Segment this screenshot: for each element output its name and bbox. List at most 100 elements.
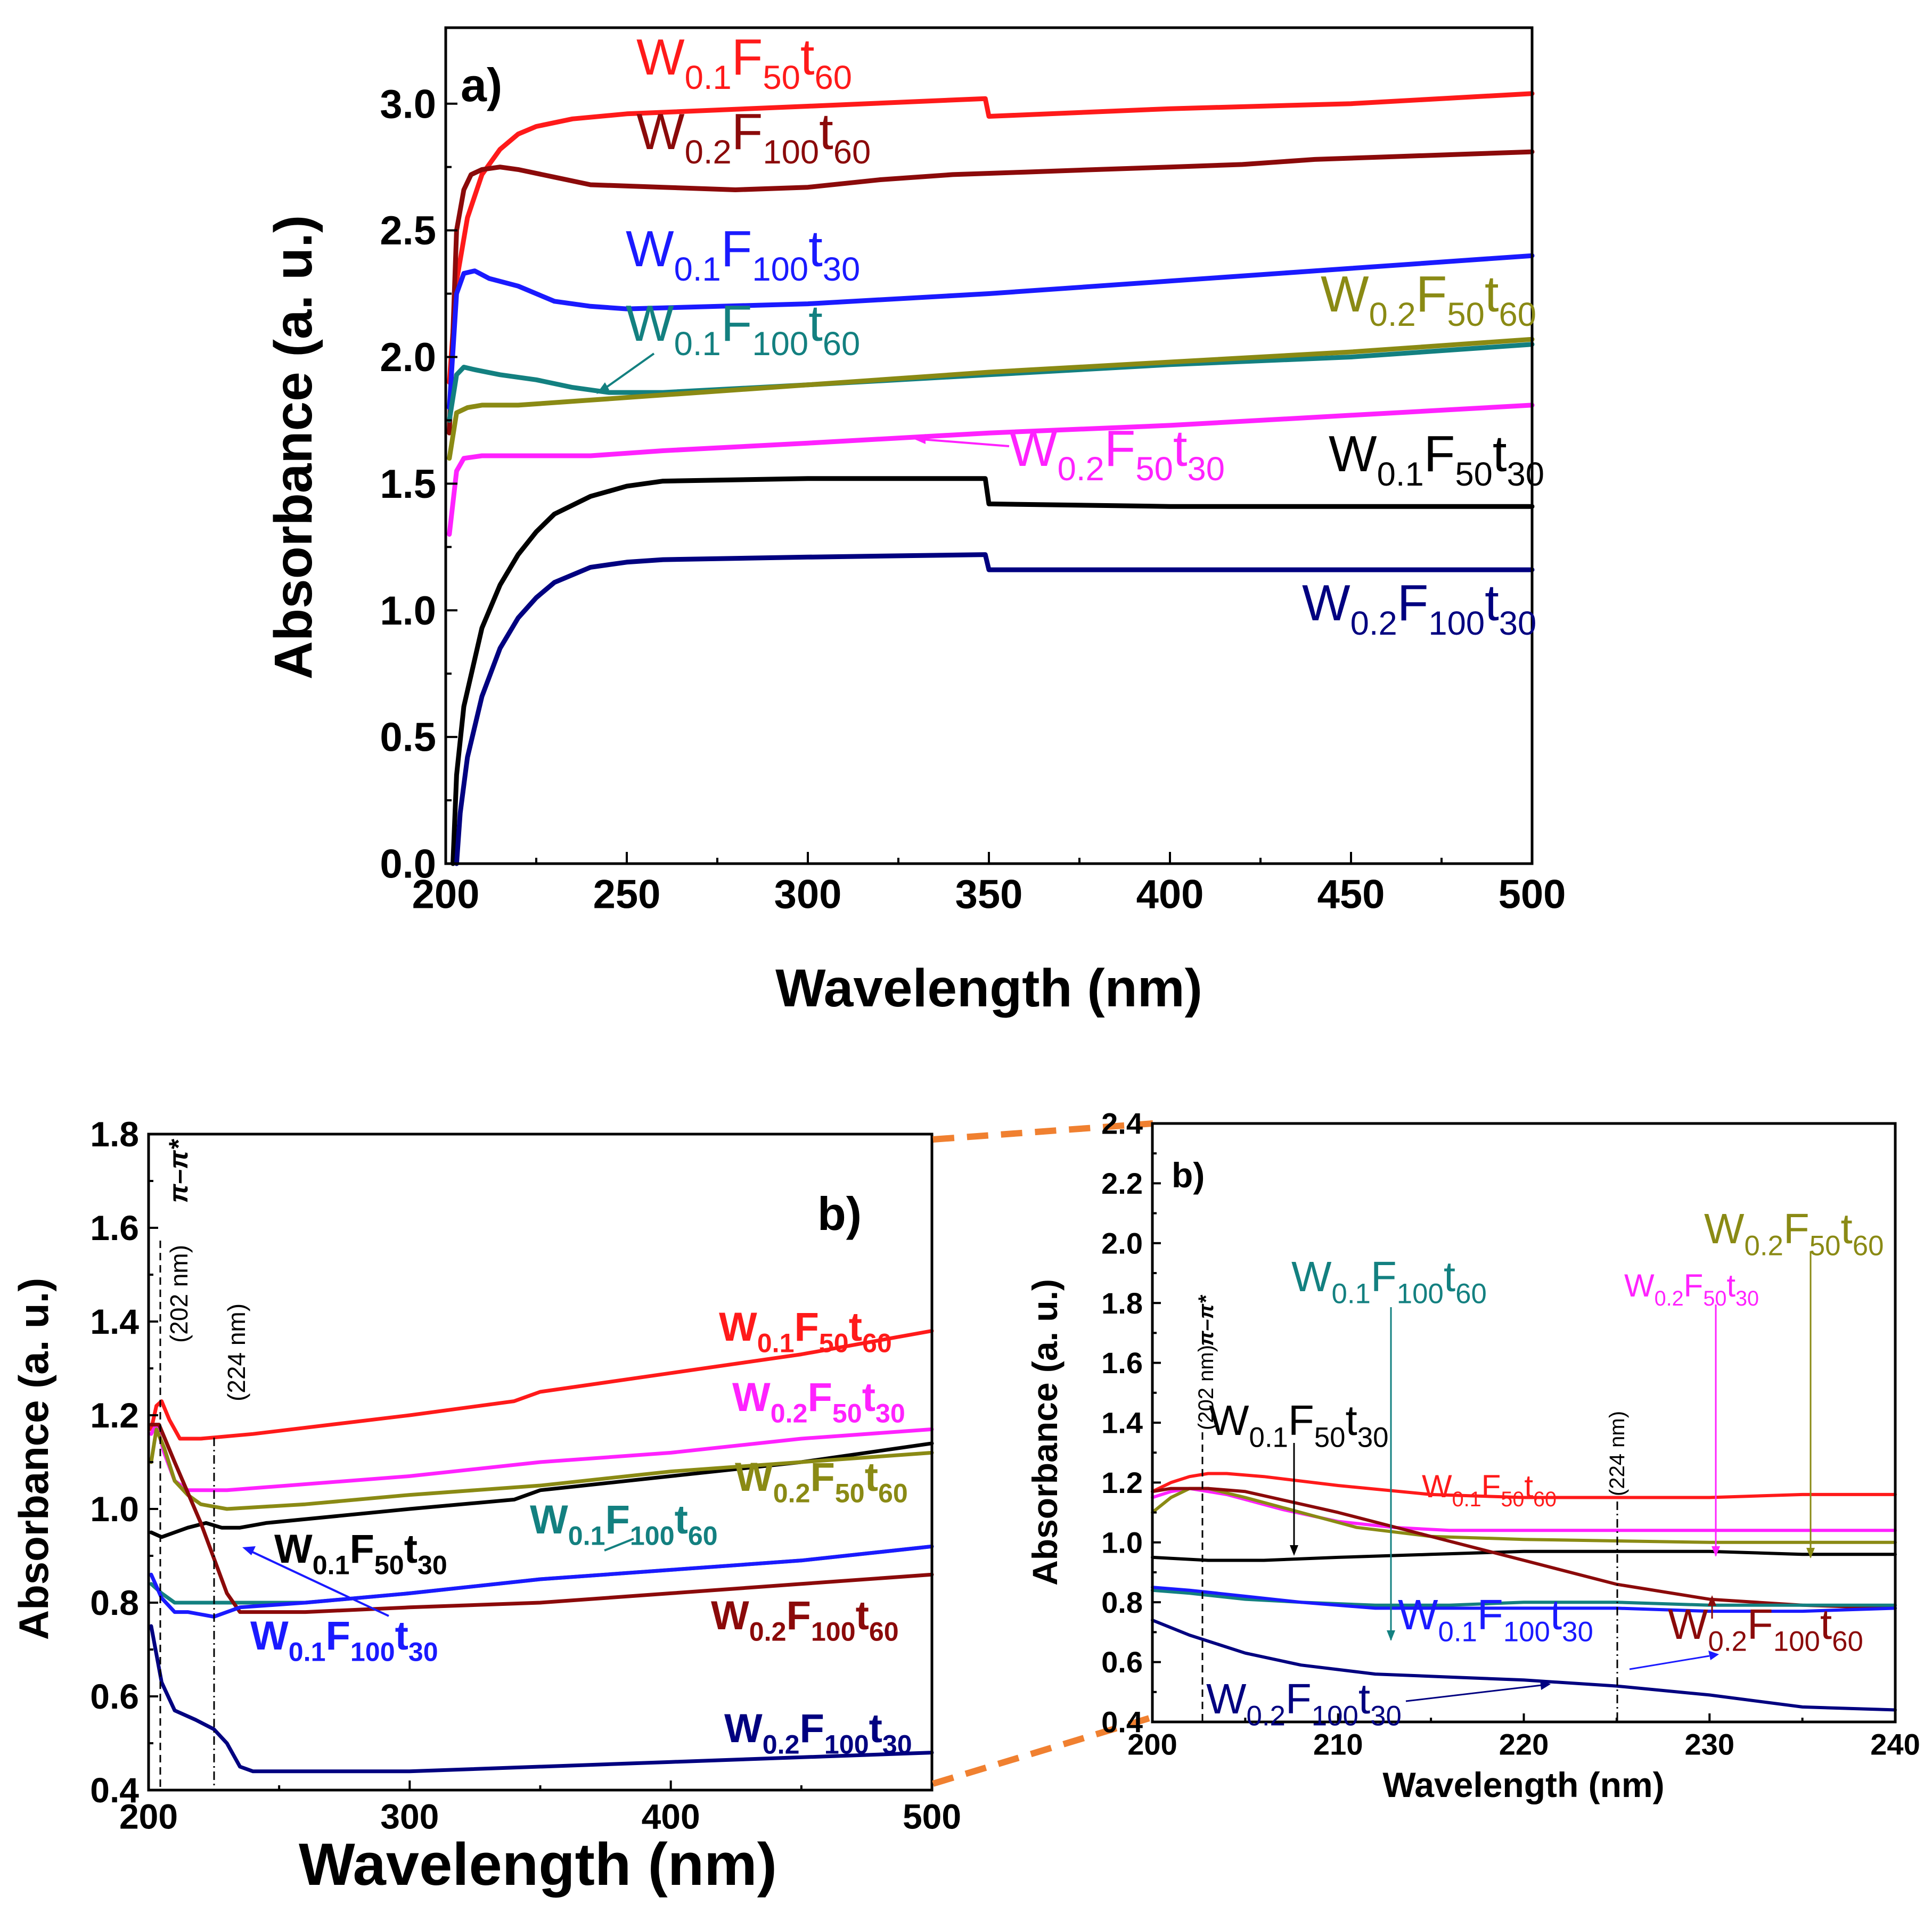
label-part: W	[1321, 266, 1369, 323]
panel-b-left-ylabel: Absorbance (a. u.)	[10, 1278, 57, 1640]
nm224-zoom-label: (224 nm)	[1606, 1411, 1629, 1496]
b2-maroon-pointer-head	[1708, 1595, 1716, 1606]
label-part: 0.1	[289, 1637, 326, 1667]
a-ytick-label: 1.5	[380, 462, 436, 507]
label-part: 50	[374, 1550, 404, 1580]
a-ytick-label: 3.0	[380, 81, 436, 127]
label-part: t	[675, 1497, 688, 1542]
b1-xtick-label: 200	[119, 1797, 178, 1836]
label-part: 0.1	[757, 1328, 795, 1358]
label-part: 60	[833, 134, 871, 171]
panel-a-curves	[447, 91, 1535, 866]
label-part: 100	[1773, 1626, 1820, 1657]
label-part: F	[799, 1706, 824, 1751]
label-part: t	[1358, 1675, 1370, 1722]
label-w02f100t30-b1-labels: W0.2F100t30	[724, 1706, 912, 1759]
label-part: 0.1	[1332, 1278, 1371, 1309]
label-part: W	[719, 1304, 757, 1350]
label-part: 50	[1501, 1488, 1524, 1511]
label-part: 50	[832, 1398, 862, 1428]
label-part: 0.1	[1377, 456, 1424, 493]
b2-magenta-pointer-head	[1712, 1546, 1720, 1557]
panel-b-right-ticks: 200 210 220 230 240 0.4 0.6 0.8 1.0 1.2 1.4 1.6 1.8 2…	[1101, 1107, 1920, 1761]
label-part: W	[1329, 425, 1377, 482]
label-w01f100t60-a-labels: W0.1F100t60	[626, 295, 860, 363]
b1-ytick-label: 1.6	[90, 1208, 139, 1248]
label-part: 0.2	[1350, 605, 1397, 642]
label-part: t	[865, 1455, 878, 1500]
b2-black-pointer-head	[1290, 1545, 1298, 1556]
label-part: 60	[815, 59, 852, 96]
label-w02f100t60-b2-labels: W0.2F100t60	[1668, 1601, 1863, 1657]
label-part: 50	[835, 1478, 865, 1508]
b2-ytick-label: 1.6	[1101, 1346, 1143, 1380]
label-part: F	[732, 29, 763, 86]
zoom-connector-top	[932, 1120, 1153, 1143]
label-part: W	[1291, 1253, 1332, 1300]
label-part: 0.1	[674, 325, 721, 363]
label-part: F	[721, 295, 752, 352]
label-w02f100t30-a-labels: W0.2F100t30	[1302, 575, 1536, 642]
panel-b-left: 200 300 400 500 0.4 0.6 0.8 1.0 1.2 1.4 1.6 1.8 (20…	[10, 1114, 961, 1898]
a-xtick-label: 400	[1136, 872, 1204, 917]
b2-ytick-label: 2.4	[1101, 1107, 1143, 1140]
label-w02f50t30-a-labels: W0.2F50t30	[1009, 420, 1225, 488]
label-part: 0.2	[1708, 1626, 1747, 1657]
b1-xtick-label: 500	[903, 1797, 961, 1836]
label-part: F	[1783, 1205, 1810, 1252]
label-w01f100t60-b1-labels: W0.1F100t60	[530, 1497, 718, 1550]
label-part: 0.2	[1655, 1287, 1684, 1310]
b2-xtick-label: 200	[1127, 1728, 1177, 1761]
label-w01f100t30-a-labels: W0.1F100t30	[626, 220, 860, 288]
a-series-w01f100t60	[447, 342, 1535, 423]
label-part: 0.1	[1452, 1488, 1481, 1511]
a-ytick-label: 0.5	[380, 715, 436, 760]
a-ytick-label: 2.5	[380, 208, 436, 253]
label-part: F	[1286, 1675, 1312, 1722]
panel-b-left-curves	[149, 1329, 934, 1774]
w01f100t60-arrow	[603, 352, 655, 390]
label-part: 50	[1135, 450, 1173, 488]
b2-ytick-label: 0.6	[1101, 1645, 1143, 1679]
b2-xtick-label: 210	[1313, 1728, 1363, 1761]
label-part: 30	[417, 1550, 447, 1580]
label-part: F	[1416, 266, 1447, 323]
b1-blue-arrowhead	[242, 1546, 256, 1555]
label-part: F	[786, 1593, 811, 1638]
label-part: 0.2	[1745, 1230, 1783, 1261]
label-part: F	[1684, 1268, 1704, 1303]
b2-series-w01f50t30	[1151, 1549, 1897, 1562]
label-part: 30	[1499, 605, 1536, 642]
label-part: 50	[1314, 1422, 1346, 1453]
label-part: 60	[878, 1478, 908, 1508]
label-part: t	[869, 1706, 882, 1751]
label-w01f50t30-a-labels: W0.1F50t30	[1329, 425, 1544, 493]
b1-blue-arrow	[249, 1549, 389, 1617]
label-part: t	[800, 29, 815, 86]
label-part: 30	[823, 251, 860, 288]
label-part: 0.2	[763, 1729, 800, 1759]
label-w01f100t30-b1-labels: W0.1F100t30	[250, 1613, 438, 1667]
label-part: 30	[1370, 1700, 1402, 1732]
b2-series-w02f100t30	[1151, 1618, 1897, 1712]
label-part: 30	[1562, 1616, 1593, 1647]
a-xtick-label: 250	[593, 872, 661, 917]
label-part: t	[1444, 1253, 1455, 1300]
label-w02f50t30-b1-labels: W0.2F50t30	[732, 1375, 905, 1428]
label-part: 60	[688, 1521, 718, 1550]
label-part: 100	[752, 325, 808, 363]
b1-series-w02f100t60	[149, 1423, 934, 1614]
label-part: 30	[1188, 450, 1225, 488]
panel-b-left-label: b)	[817, 1187, 862, 1240]
nm202-zoom-label: (202 nm)	[1194, 1345, 1218, 1430]
a-xtick-label: 300	[774, 872, 842, 917]
label-part: 60	[1832, 1626, 1863, 1657]
pi-label: π–π*	[163, 1138, 193, 1203]
label-part: 0.2	[1369, 296, 1416, 333]
b2-navy-pointer-head	[1540, 1680, 1551, 1690]
panel-a-ticks: 200 250 300 350 400 450 500 0.0 0.5 1.0 1.5 2.0 2.5 3…	[380, 81, 1566, 917]
w02f50t30-arrow	[921, 438, 1010, 447]
b1-xtick-label: 300	[380, 1797, 439, 1836]
b1-ytick-label: 0.8	[90, 1583, 139, 1622]
label-part: 30	[1357, 1422, 1389, 1453]
